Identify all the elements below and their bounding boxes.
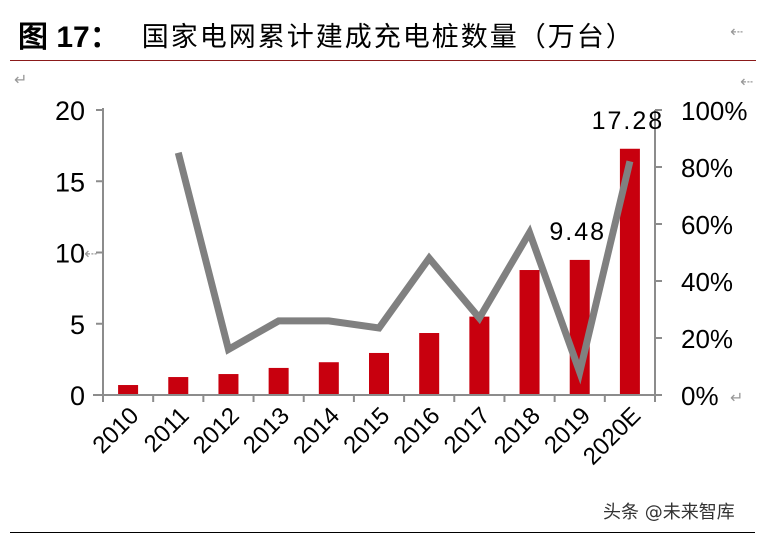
bar [318,362,339,395]
chart: 0 5 10 15 20 0% 20% 40% 60% 80% 100% 9.48 17.28 20… [55,96,748,470]
bar-series [118,148,640,395]
right-axis-tick-label: 60% [681,210,733,240]
x-axis-tick-label: 2020E [578,402,646,470]
bar [469,316,490,395]
right-axis: 0% 20% 40% 60% 80% 100% [654,96,748,411]
left-axis-tick-label: 15 [55,167,85,197]
x-axis-tick-label: 2016 [389,402,446,459]
right-axis-tick-label: 100% [681,96,748,126]
figure-title: 国家电网累计建成充电桩数量（万台） [141,21,635,53]
x-axis-tick-label: 2018 [489,402,546,459]
right-axis-tick-label: 40% [681,267,733,297]
x-axis-tick-label: 2011 [139,402,195,458]
x-axis-tick-label: 2013 [238,402,295,459]
bar [619,148,640,395]
bar-data-label: 9.48 [549,218,606,246]
return-mark-icon: ↵ [730,388,744,407]
figure-title-row: 图 17： 国家电网累计建成充电桩数量（万台） [18,10,635,58]
x-axis-tick-label: 2017 [439,402,496,459]
bar [419,333,440,395]
bar [369,352,389,395]
bar [118,385,139,395]
bottom-rule [10,532,755,533]
bar [218,374,239,395]
x-axis-tick-label: 2012 [188,402,245,459]
x-axis-tick-label: 2015 [338,402,395,459]
figure-number: 图 17： [18,21,120,54]
data-labels: 9.48 17.28 [549,107,665,246]
watermark: 头条 @未来智库 [603,502,735,523]
left-axis-tick-label: 20 [55,96,85,126]
return-mark-icon: ↵ [14,70,28,89]
x-axis-tick-label: 2010 [87,402,144,459]
left-axis-tick-label: 10 [55,239,85,269]
paragraph-mark-icon: ⇠ [730,22,744,41]
left-axis-tick-label: 5 [70,310,85,340]
x-axis-tick-label: 2014 [288,402,345,459]
paragraph-mark-icon: ⇠ [740,72,754,91]
bar [268,367,289,395]
right-axis-tick-label: 80% [681,153,733,183]
right-axis-tick-label: 20% [681,324,733,354]
bar-data-label: 17.28 [592,107,665,135]
right-axis-tick-label: 0% [681,381,719,411]
bar [168,377,189,395]
left-axis-tick-label: 0 [70,381,85,411]
title-rule [10,60,756,61]
line-series [174,151,634,385]
arrow-mark-icon: ⇠ [84,244,98,263]
growth-line [174,151,634,385]
x-axis: 2010201120122013201420152016201720182019… [87,394,660,470]
bar [519,270,540,395]
